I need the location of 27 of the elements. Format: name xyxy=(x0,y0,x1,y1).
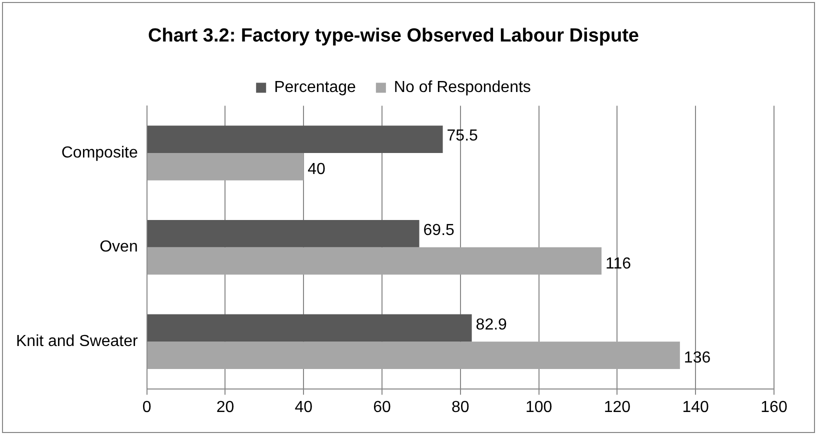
bar xyxy=(147,247,602,275)
x-tick-label: 160 xyxy=(760,398,788,416)
legend-label: No of Respondents xyxy=(394,79,531,96)
x-tick-label: 120 xyxy=(604,398,631,416)
legend-label: Percentage xyxy=(274,79,356,96)
x-tick-label: 20 xyxy=(216,398,234,416)
bar xyxy=(147,126,443,153)
x-tick-label: 100 xyxy=(525,398,552,416)
bar xyxy=(147,314,472,342)
data-label: 136 xyxy=(684,350,711,367)
y-tick-label: Composite xyxy=(61,144,138,162)
x-tick-label: 0 xyxy=(142,398,152,416)
data-label: 69.5 xyxy=(423,222,455,240)
y-tick-label: Oven xyxy=(100,238,138,256)
data-label: 75.5 xyxy=(446,128,478,145)
chart-title: Chart 3.2: Factory type-wise Observed Labour Dispute xyxy=(148,26,639,47)
data-label: 40 xyxy=(308,161,326,178)
x-tick-label: 140 xyxy=(682,398,710,416)
x-tick-label: 40 xyxy=(294,398,313,416)
data-label: 116 xyxy=(606,255,632,272)
y-tick-label: Knit and Sweater xyxy=(16,333,139,350)
x-tick-label: 60 xyxy=(373,398,392,416)
data-label: 82.9 xyxy=(476,316,508,334)
bar xyxy=(147,152,304,180)
x-tick-label: 80 xyxy=(452,398,470,416)
bar xyxy=(147,342,680,369)
bar xyxy=(147,220,420,248)
